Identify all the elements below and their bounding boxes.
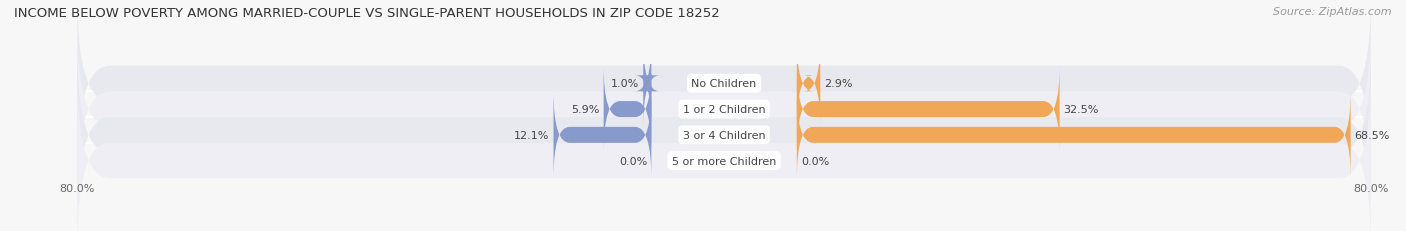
Text: Source: ZipAtlas.com: Source: ZipAtlas.com (1274, 7, 1392, 17)
Text: INCOME BELOW POVERTY AMONG MARRIED-COUPLE VS SINGLE-PARENT HOUSEHOLDS IN ZIP COD: INCOME BELOW POVERTY AMONG MARRIED-COUPL… (14, 7, 720, 20)
Text: 1 or 2 Children: 1 or 2 Children (683, 105, 765, 115)
FancyBboxPatch shape (77, 76, 1371, 231)
FancyBboxPatch shape (554, 92, 651, 179)
FancyBboxPatch shape (797, 92, 1351, 179)
FancyBboxPatch shape (77, 24, 1371, 195)
Text: No Children: No Children (692, 79, 756, 89)
Text: 12.1%: 12.1% (515, 130, 550, 140)
FancyBboxPatch shape (636, 41, 659, 127)
FancyBboxPatch shape (77, 50, 1371, 220)
FancyBboxPatch shape (603, 66, 651, 153)
Text: 32.5%: 32.5% (1064, 105, 1099, 115)
Text: 0.0%: 0.0% (801, 156, 830, 166)
Text: 5 or more Children: 5 or more Children (672, 156, 776, 166)
Text: 2.9%: 2.9% (824, 79, 853, 89)
FancyBboxPatch shape (797, 41, 820, 127)
FancyBboxPatch shape (797, 66, 1060, 153)
Text: 5.9%: 5.9% (571, 105, 599, 115)
Text: 0.0%: 0.0% (619, 156, 647, 166)
Text: 1.0%: 1.0% (612, 79, 640, 89)
Text: 68.5%: 68.5% (1355, 130, 1391, 140)
FancyBboxPatch shape (77, 0, 1371, 169)
Text: 3 or 4 Children: 3 or 4 Children (683, 130, 765, 140)
